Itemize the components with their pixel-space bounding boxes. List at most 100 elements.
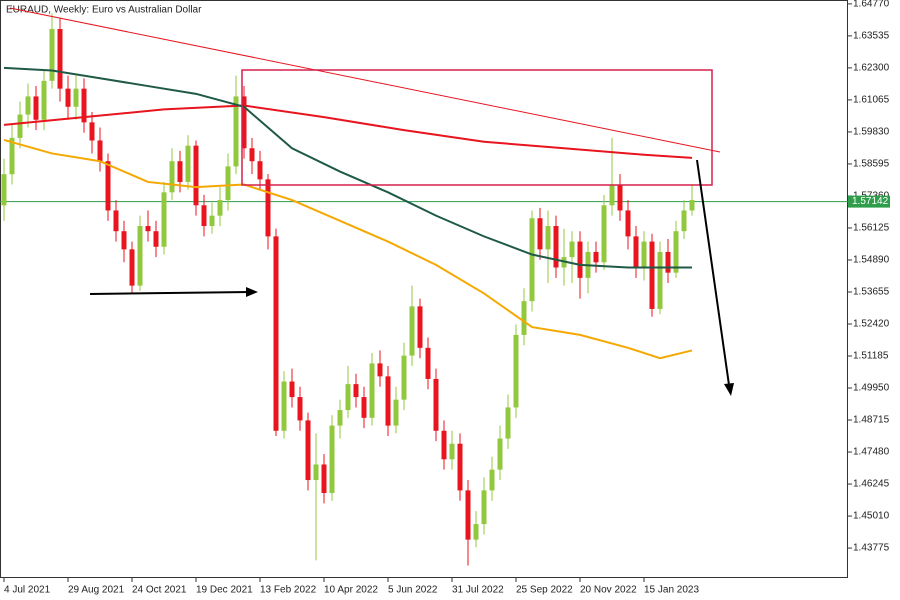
- candle-body: [369, 363, 375, 418]
- candle-body: [161, 192, 167, 247]
- candle-body: [489, 469, 495, 491]
- candle-body: [601, 205, 607, 263]
- y-tick-label: 1.43775: [853, 543, 890, 554]
- candle-body: [361, 397, 367, 418]
- candle-body: [73, 88, 79, 107]
- candle-body: [313, 464, 319, 481]
- candle-body: [393, 399, 399, 426]
- y-tick-label: 1.45010: [853, 511, 890, 522]
- candle-body: [465, 490, 471, 540]
- candle-body: [185, 145, 191, 182]
- candle-body: [681, 210, 687, 232]
- last-price-tag: [848, 195, 890, 208]
- candle-body: [521, 301, 527, 335]
- y-tick-label: 1.63535: [853, 31, 890, 42]
- x-tick-label: 20 Nov 2022: [580, 585, 637, 596]
- zone-box: [241, 69, 713, 186]
- candle-body: [433, 378, 439, 431]
- candle-body: [41, 80, 47, 120]
- moving-average: [3, 104, 693, 159]
- y-tick-label: 1.51185: [853, 351, 889, 362]
- candle-body: [113, 210, 119, 232]
- candle-body: [377, 363, 383, 377]
- candle-body: [385, 376, 391, 426]
- arrow: [696, 159, 730, 386]
- candle-body: [137, 226, 143, 286]
- candle-body: [425, 347, 431, 379]
- candle-body: [129, 249, 135, 286]
- candle-body: [353, 384, 359, 398]
- candle-body: [617, 184, 623, 211]
- x-tick-label: 25 Sep 2022: [516, 585, 573, 596]
- candle-body: [225, 166, 231, 201]
- candle-body: [1, 174, 7, 206]
- y-tick-label: 1.56125: [853, 223, 890, 234]
- candle-body: [9, 137, 15, 175]
- y-tick-label: 1.62300: [853, 63, 890, 74]
- candle-body: [337, 410, 343, 426]
- y-tick-label: 1.59830: [853, 127, 890, 138]
- candle-body: [57, 29, 63, 89]
- trend-line: [9, 7, 721, 153]
- candle-body: [65, 88, 71, 107]
- candle-body: [409, 306, 415, 356]
- candle-body: [625, 210, 631, 237]
- candle-body: [33, 96, 39, 120]
- x-tick-label: 19 Dec 2021: [196, 585, 253, 596]
- candle-body: [81, 88, 87, 123]
- candle-body: [217, 200, 223, 216]
- candle-body: [633, 236, 639, 268]
- arrow-head: [246, 287, 258, 297]
- x-tick-label: 15 Jan 2023: [644, 585, 699, 596]
- x-tick-label: 29 Aug 2021: [68, 585, 125, 596]
- candle-body: [569, 241, 575, 258]
- y-tick-label: 1.49950: [853, 383, 890, 394]
- x-tick-label: 13 Feb 2022: [260, 585, 317, 596]
- y-tick-label: 1.61065: [853, 95, 890, 106]
- candle-body: [529, 218, 535, 302]
- candle-body: [169, 161, 175, 193]
- candle-body: [249, 148, 255, 162]
- candle-body: [497, 438, 503, 470]
- arrow-head: [724, 383, 734, 396]
- plot-frame: [0, 0, 848, 578]
- candle-body: [505, 407, 511, 439]
- candle-body: [89, 122, 95, 141]
- candle-body: [321, 464, 327, 493]
- candle-body: [609, 184, 615, 206]
- candle-body: [49, 29, 55, 81]
- chart-title: EURAUD, Weekly: Euro vs Australian Dolla…: [6, 5, 202, 16]
- y-tick-label: 1.52420: [853, 319, 890, 330]
- moving-average: [3, 66, 692, 269]
- candle-body: [481, 490, 487, 525]
- arrow: [89, 291, 251, 295]
- last-price-label: 1.57142: [852, 196, 889, 207]
- candle-body: [25, 96, 31, 115]
- candle-body: [97, 140, 103, 162]
- x-tick-label: 31 Jul 2022: [452, 585, 504, 596]
- candle-body: [305, 420, 311, 481]
- candle-body: [121, 231, 127, 250]
- candle-body: [457, 443, 463, 491]
- candle-body: [329, 425, 335, 493]
- candle-body: [473, 524, 479, 540]
- candle-body: [257, 161, 263, 180]
- candle-body: [297, 397, 303, 421]
- candle-body: [177, 161, 183, 182]
- candle-body: [201, 205, 207, 227]
- candle-body: [289, 381, 295, 398]
- x-tick-label: 5 Jun 2022: [388, 585, 438, 596]
- candle-body: [665, 251, 671, 273]
- candle-body: [17, 114, 23, 138]
- candle-body: [689, 200, 695, 211]
- candle-body: [513, 334, 519, 408]
- y-tick-label: 1.58595: [853, 159, 890, 170]
- y-tick-label: 1.46245: [853, 479, 890, 490]
- candle-body: [537, 218, 543, 250]
- candle-body: [649, 241, 655, 309]
- candle-body: [233, 96, 239, 167]
- candle-body: [345, 384, 351, 411]
- candle-body: [209, 215, 215, 227]
- x-tick-label: 10 Apr 2022: [324, 585, 378, 596]
- candle-body: [593, 251, 599, 263]
